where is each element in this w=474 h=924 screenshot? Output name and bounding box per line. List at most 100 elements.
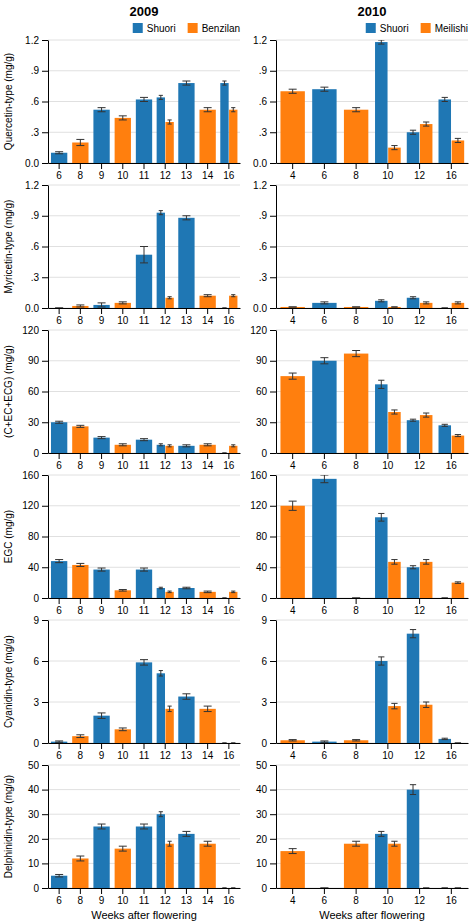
y-tick-label: 60 — [28, 386, 40, 397]
x-axis: 689101112131416 — [49, 888, 241, 906]
tick-mark — [228, 888, 229, 894]
y-tick: 0.0 — [25, 303, 48, 314]
error-bar — [352, 351, 360, 357]
grid-line — [276, 838, 468, 839]
y-tick: 1.2 — [25, 180, 48, 191]
x-tick-label: 10 — [382, 750, 394, 761]
x-tick: 8 — [78, 453, 84, 471]
y-tick: .6 — [31, 241, 48, 252]
grid-line — [276, 765, 468, 766]
x-tick-label: 16 — [446, 605, 458, 616]
x-tick: 13 — [181, 743, 193, 761]
error-bar — [222, 888, 226, 889]
tick-mark — [356, 888, 357, 894]
panel: 01020304050468101216Weeks after flowerin… — [256, 760, 469, 921]
x-tick-label: 9 — [99, 605, 105, 616]
tick-mark — [80, 453, 81, 459]
error-bar — [98, 824, 106, 829]
bar — [93, 716, 109, 743]
tick-mark — [207, 888, 208, 894]
y-tick-label: 10 — [28, 858, 40, 869]
plot-area — [51, 660, 235, 743]
x-tick-label: 6 — [56, 315, 62, 326]
y-axis: 01020304050 — [256, 760, 277, 894]
tick-mark — [144, 743, 145, 749]
axis-line — [276, 41, 277, 164]
bar — [375, 384, 388, 453]
bar — [165, 298, 173, 308]
tick-mark — [42, 620, 48, 621]
tick-mark — [186, 163, 187, 169]
x-tick: 14 — [202, 598, 214, 616]
error-bar — [222, 598, 226, 599]
y-tick: .9 — [31, 65, 48, 76]
y-axis: 0369 — [261, 615, 276, 749]
x-tick: 16 — [446, 453, 458, 471]
x-tick-label: 16 — [223, 605, 235, 616]
error-bar — [231, 108, 235, 112]
x-tick: 8 — [353, 598, 359, 616]
error-bar — [455, 435, 461, 437]
panel: 0306090120468101216 — [250, 325, 468, 471]
axis-line — [277, 888, 469, 889]
x-tick-label: 6 — [56, 605, 62, 616]
axis-line — [277, 308, 469, 309]
error-bar — [55, 421, 63, 423]
tick-mark — [101, 453, 102, 459]
bar — [439, 425, 452, 453]
x-tick-label: 8 — [353, 170, 359, 181]
y-tick: 40 — [28, 562, 48, 573]
error-bar — [140, 568, 148, 571]
tick-mark — [419, 163, 420, 169]
x-tick-label: 10 — [382, 315, 394, 326]
grid-line — [48, 215, 240, 216]
x-tick-label: 4 — [290, 460, 296, 471]
y-tick-label: 10 — [256, 858, 268, 869]
error-bar — [442, 308, 448, 309]
bar — [344, 110, 368, 163]
bar — [136, 827, 152, 889]
x-tick: 10 — [382, 163, 394, 181]
bar — [439, 99, 452, 163]
grid — [276, 475, 468, 598]
x-tick: 13 — [181, 163, 193, 181]
tick-mark — [144, 888, 145, 894]
error-bar — [204, 108, 212, 112]
legend-item: Shuori — [133, 23, 176, 34]
y-axis-title: Quercetin-type (mg/g) — [3, 53, 14, 150]
grid-line — [276, 308, 468, 309]
axis-line — [277, 453, 469, 454]
y-tick: 3 — [33, 697, 48, 708]
y-tick: 0 — [33, 593, 48, 604]
y-tick-label: 1.2 — [253, 180, 267, 191]
error-bar — [442, 97, 448, 101]
error-bar — [289, 373, 297, 379]
y-tick-label: 0.0 — [253, 158, 267, 169]
tick-mark — [42, 790, 48, 791]
y-tick-label: 0.0 — [25, 158, 39, 169]
tick-mark — [42, 40, 48, 41]
x-tick: 6 — [56, 598, 62, 616]
x-tick-label: 16 — [446, 895, 458, 906]
x-tick: 16 — [446, 888, 458, 906]
x-tick: 16 — [223, 163, 235, 181]
error-bar — [442, 738, 448, 739]
x-tick-label: 6 — [56, 460, 62, 471]
tick-mark — [419, 743, 420, 749]
error-bar — [168, 841, 172, 846]
tick-mark — [228, 598, 229, 604]
tick-mark — [59, 743, 60, 749]
y-tick: 6 — [33, 656, 48, 667]
x-tick-label: 14 — [202, 460, 214, 471]
error-bar — [352, 108, 360, 112]
y-tick-label: 1.2 — [25, 35, 39, 46]
error-bar — [222, 81, 226, 85]
x-tick-label: 11 — [139, 315, 150, 326]
error-bar — [119, 728, 127, 731]
bar — [388, 844, 401, 888]
x-tick-label: 12 — [160, 605, 172, 616]
error-bar — [204, 295, 212, 297]
y-tick-label: 9 — [261, 615, 267, 626]
bar — [312, 89, 336, 163]
tick-mark — [270, 475, 276, 476]
